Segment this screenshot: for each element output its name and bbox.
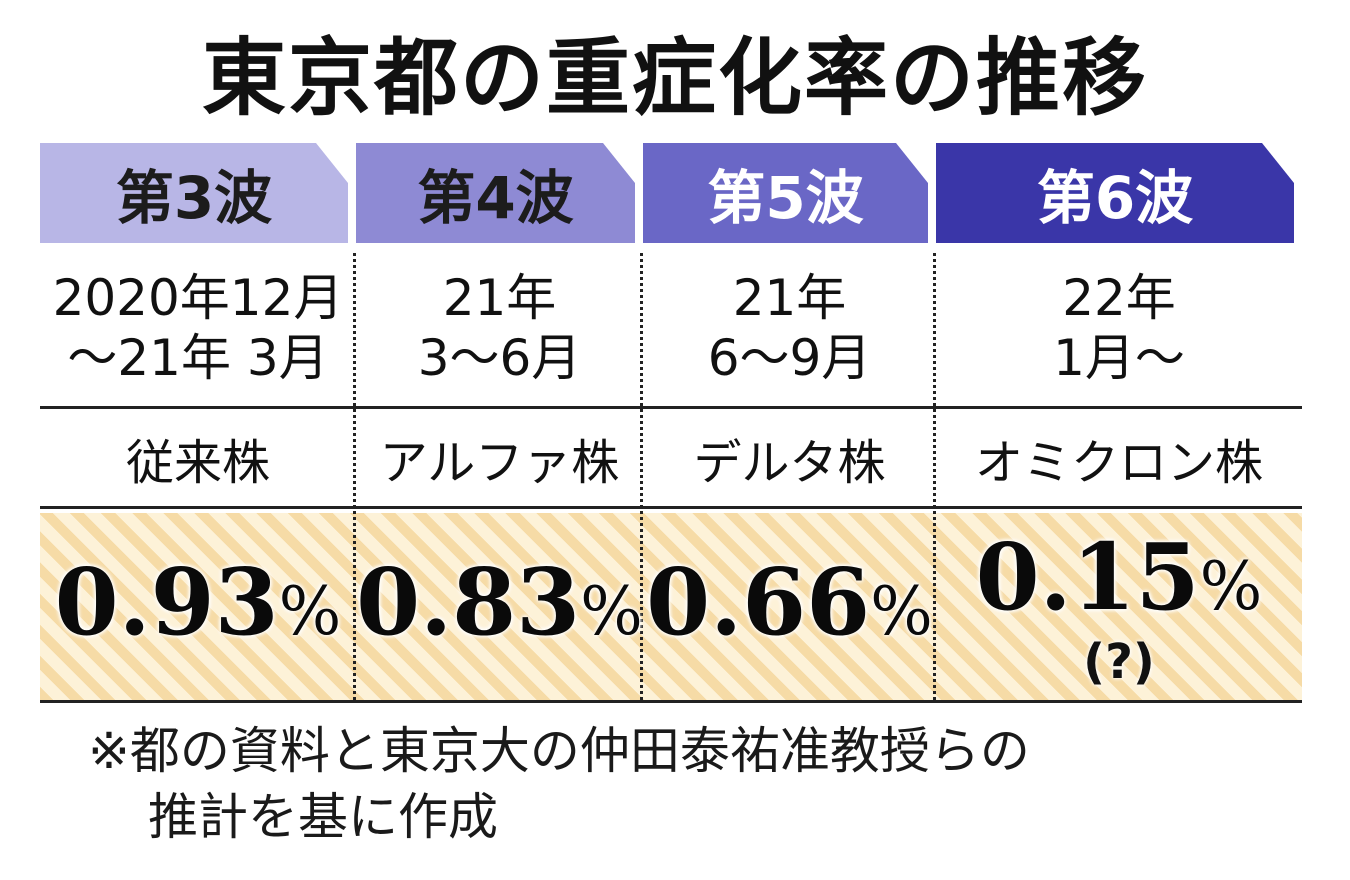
period-line: 21年: [732, 269, 847, 327]
rate-cell: 0.15% (?): [936, 513, 1302, 701]
rate-value: 0.15%: [976, 527, 1263, 637]
rate-cell: 0.83%: [356, 513, 643, 701]
wave-column-3: 第3波 2020年12月 ～21年 3月 従来株 0.93%: [40, 143, 356, 703]
period-line: 2020年12月: [52, 269, 344, 327]
period-line: 3～6月: [417, 329, 582, 387]
period-cell: 22年 1月～: [936, 253, 1302, 403]
variant-cell: アルファ株: [379, 435, 620, 491]
rate-unit: %: [870, 573, 933, 650]
footnote-line: 推計を基に作成: [148, 788, 498, 846]
wave-column-4: 第4波 21年 3～6月 アルファ株 0.83%: [356, 143, 643, 703]
variant-cell: オミクロン株: [974, 435, 1263, 491]
period-cell: 21年 3～6月: [356, 253, 643, 403]
period-cell: 2020年12月 ～21年 3月: [40, 253, 356, 403]
rate-unit: %: [580, 573, 643, 650]
variant-cell: 従来株: [125, 435, 270, 491]
rate-value: 0.83%: [356, 552, 643, 662]
chart-title: 東京都の重症化率の推移: [201, 29, 1148, 127]
wave-header: 第4波: [356, 143, 635, 243]
divider-bottom: [40, 700, 1302, 703]
rate-value: 0.93%: [55, 552, 342, 662]
column-divider: [640, 253, 643, 700]
period-line: 1月～: [1053, 329, 1185, 387]
period-line: 21年: [442, 269, 557, 327]
wave-header: 第5波: [643, 143, 928, 243]
variant-cell: デルタ株: [693, 435, 886, 491]
source-footnote: ※都の資料と東京大の仲田泰祐准教授らの 推計を基に作成: [88, 718, 1308, 850]
wave-column-5: 第5波 21年 6～9月 デルタ株 0.66%: [643, 143, 936, 703]
period-line: 6～9月: [707, 329, 872, 387]
column-divider: [933, 253, 936, 700]
rate-number: 0.83: [356, 548, 581, 656]
wave-header: 第6波: [936, 143, 1294, 243]
wave-header: 第3波: [40, 143, 348, 243]
rate-unit: %: [1199, 548, 1263, 625]
divider-variant: [40, 506, 1302, 509]
divider-period: [40, 406, 1302, 409]
rate-note: (?): [1083, 634, 1155, 690]
period-line: 22年: [1062, 269, 1176, 327]
rate-number: 0.93: [54, 548, 279, 656]
period-line: ～21年 3月: [67, 329, 329, 387]
period-cell: 21年 6～9月: [643, 253, 936, 403]
wave-column-6: 第6波 22年 1月～ オミクロン株 0.15% (?): [936, 143, 1302, 703]
rate-cell: 0.66%: [643, 513, 936, 701]
rate-number: 0.15: [975, 523, 1200, 631]
rate-unit: %: [278, 573, 342, 650]
rate-row-background: [40, 513, 1302, 701]
rate-cell: 0.93%: [40, 513, 356, 701]
column-divider: [353, 253, 356, 700]
severity-rate-table: 第3波 2020年12月 ～21年 3月 従来株 0.93% 第4波 21年 3…: [40, 143, 1302, 703]
footnote-line: ※都の資料と東京大の仲田泰祐准教授らの: [88, 722, 1030, 780]
rate-value: 0.66%: [646, 552, 933, 662]
rate-number: 0.66: [646, 548, 871, 656]
